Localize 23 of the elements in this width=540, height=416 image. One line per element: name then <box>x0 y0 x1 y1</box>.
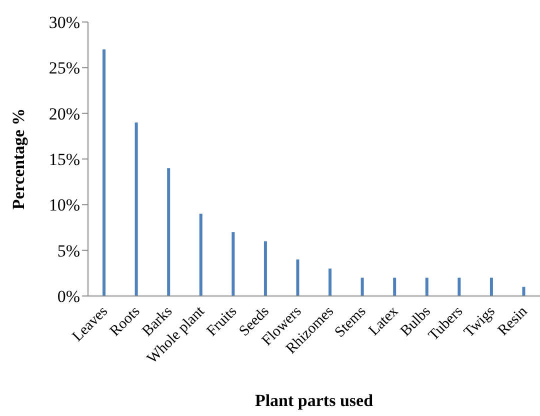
y-tick-label: 10% <box>48 196 80 215</box>
bar <box>167 168 170 296</box>
bar <box>102 49 106 296</box>
bar <box>360 278 364 296</box>
y-axis-title: Percentage % <box>9 108 28 210</box>
x-axis-title: Plant parts used <box>254 391 374 410</box>
bar <box>425 278 428 296</box>
bar <box>134 122 138 296</box>
bar <box>490 278 493 296</box>
bar <box>328 268 332 296</box>
bar <box>522 286 526 296</box>
y-tick-label: 20% <box>48 104 80 124</box>
y-tick-label: 25% <box>48 58 80 78</box>
y-tick-label: 0% <box>57 287 80 306</box>
y-tick-label: 30% <box>48 13 80 32</box>
bar <box>296 259 300 296</box>
y-tick-label: 15% <box>48 150 80 170</box>
bar <box>232 232 235 296</box>
bar <box>393 278 396 296</box>
bar <box>199 214 202 296</box>
bar <box>458 278 461 296</box>
bar <box>264 241 267 296</box>
y-tick-label: 5% <box>57 241 80 260</box>
